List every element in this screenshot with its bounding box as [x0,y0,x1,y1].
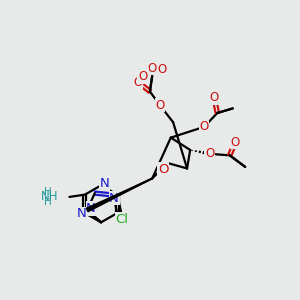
Text: O: O [148,62,157,75]
Text: O: O [210,91,219,104]
Text: O: O [205,147,214,160]
Text: N: N [86,202,96,215]
Text: N: N [99,177,109,190]
Text: H: H [44,187,52,197]
Text: O: O [155,99,165,112]
Text: N: N [77,207,87,220]
Text: O: O [158,163,168,176]
Text: O: O [230,136,240,149]
Text: O: O [138,70,148,83]
Text: Cl: Cl [115,213,128,226]
Text: O: O [157,63,166,76]
Polygon shape [86,178,152,212]
Text: O: O [200,120,209,134]
Text: N: N [109,192,119,205]
Text: H: H [44,197,52,207]
Text: NH: NH [41,190,58,203]
Text: O: O [134,76,143,89]
